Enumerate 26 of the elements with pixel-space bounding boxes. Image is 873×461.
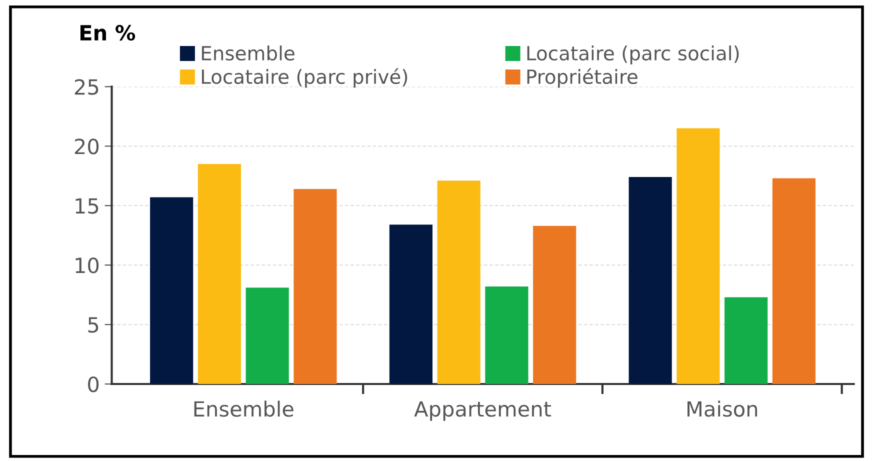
y-tick-label: 0 (88, 376, 99, 392)
bar (485, 286, 528, 384)
bar (294, 188, 337, 384)
bar (533, 226, 576, 384)
bar (389, 224, 432, 384)
bar (676, 128, 720, 384)
bar (198, 164, 242, 384)
bar (437, 180, 480, 384)
chart-title: En % (80, 24, 136, 41)
x-tick-label: Maison (688, 400, 758, 417)
y-tick-label: 20 (74, 138, 99, 154)
y-tick-label: 25 (74, 79, 98, 95)
y-tick-label: 15 (76, 198, 98, 214)
bar (246, 288, 289, 384)
x-tick-label: Ensemble (194, 400, 294, 417)
bar (724, 297, 768, 384)
bar (772, 178, 816, 384)
legend-label: Ensemble (202, 46, 294, 61)
bar (628, 177, 672, 384)
legend-label: Locataire (parc social) (527, 46, 739, 64)
x-tick-label: Appartement (414, 401, 552, 421)
legend-label: Locataire (parc privé) (202, 68, 408, 88)
y-tick-label: 10 (76, 258, 99, 274)
legend-label: Propriétaire (527, 68, 638, 88)
y-tick-label: 5 (88, 317, 98, 333)
bar (150, 197, 194, 384)
